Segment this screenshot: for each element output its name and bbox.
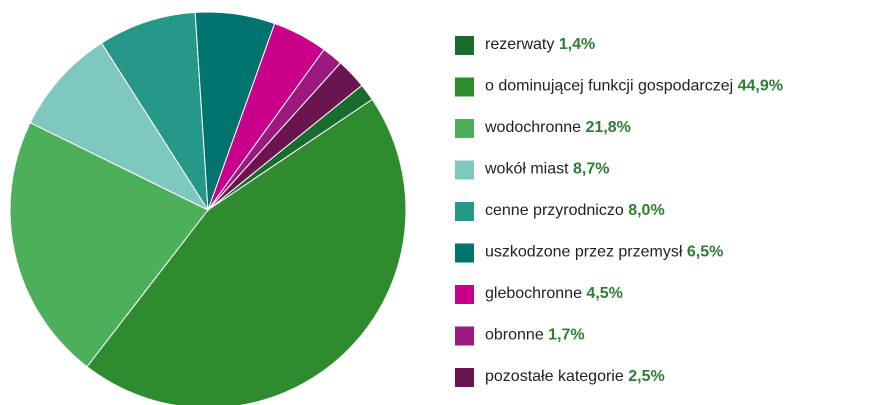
- legend-label: o dominującej funkcji gospodarczej 44,9%: [485, 78, 783, 95]
- legend-swatch: [455, 77, 474, 97]
- legend-name: o dominującej funkcji gospodarczej: [485, 78, 733, 95]
- pie-slice: [86, 98, 407, 405]
- legend-name: cenne przyrodniczo: [485, 202, 624, 219]
- legend-swatch: [455, 368, 474, 387]
- legend-label: wokół miast 8,7%: [484, 161, 610, 178]
- legend-swatch: [455, 243, 474, 263]
- pie-slice: [207, 62, 363, 211]
- legend-label: cenne przyrodniczo 8,0%: [485, 202, 665, 219]
- value-label: 44,9%: [738, 78, 783, 95]
- legend-name: uszkodzone przez przemysł: [485, 244, 683, 261]
- legend-label: rezerwaty 1,4%: [485, 36, 595, 53]
- legend-name: wokół miast: [484, 161, 569, 178]
- value-label: 8,7%: [573, 161, 609, 178]
- value-label: 4,5%: [586, 285, 622, 302]
- value-label: 6,5%: [687, 244, 723, 261]
- legend-label: glebochronne 4,5%: [485, 285, 623, 302]
- legend-name: obronne: [485, 327, 544, 344]
- value-label: 8,0%: [628, 202, 664, 219]
- legend-label: pozostałe kategorie 2,5%: [485, 368, 665, 385]
- pie-slice: [29, 42, 210, 212]
- legend-swatch: [455, 285, 474, 304]
- legend-name: rezerwaty: [485, 36, 554, 53]
- legend-label: wodochronne 21,8%: [484, 119, 631, 136]
- value-label: 21,8%: [586, 119, 631, 136]
- value-label: 2,5%: [628, 368, 664, 385]
- legend-label: obronne 1,7%: [485, 327, 585, 344]
- legend-label: uszkodzone przez przemysł 6,5%: [485, 244, 723, 261]
- value-label: 1,4%: [559, 36, 595, 53]
- legend-swatch: [455, 202, 474, 221]
- legend-swatch: [455, 326, 474, 346]
- legend-swatch: [455, 160, 474, 180]
- legend-name: glebochronne: [485, 285, 582, 302]
- legend-swatch: [455, 119, 474, 138]
- pie-slice: [9, 122, 209, 368]
- legend-name: wodochronne: [484, 119, 581, 136]
- pie-slice: [100, 11, 209, 211]
- legend-name: pozostałe kategorie: [485, 368, 624, 385]
- legend-swatch: [455, 36, 474, 55]
- value-label: 1,7%: [548, 327, 584, 344]
